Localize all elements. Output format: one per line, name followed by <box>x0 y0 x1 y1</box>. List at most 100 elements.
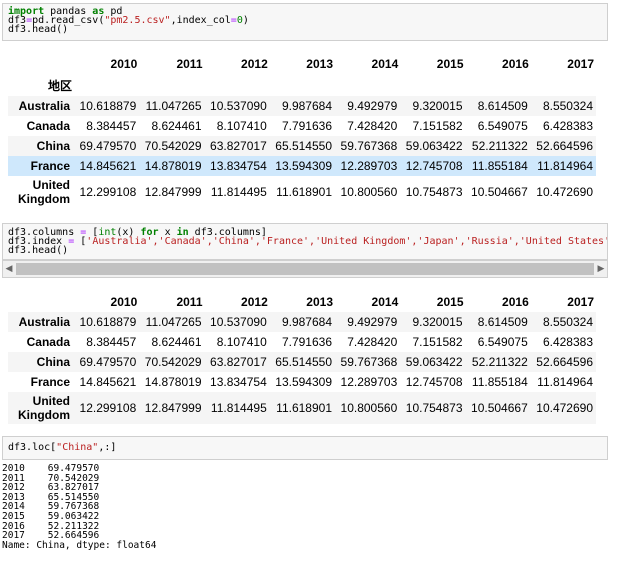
table-cell: 12.847999 <box>144 401 202 415</box>
code-token: ) <box>242 15 249 26</box>
row-index: China <box>36 139 70 153</box>
code-token: = <box>26 15 33 26</box>
table-cell: 52.664596 <box>536 355 593 369</box>
table-cell: 8.550324 <box>542 99 593 113</box>
table-cell: 13.834754 <box>210 159 267 173</box>
code-cell-3[interactable]: df3.loc["China",:] <box>2 436 608 460</box>
table-cell: 13.594309 <box>275 159 332 173</box>
code-editor-3[interactable]: df3.loc["China",:] <box>3 437 607 453</box>
code-token: = <box>80 227 87 238</box>
table-cell: 63.827017 <box>210 139 267 153</box>
table-cell: 10.800560 <box>340 401 398 415</box>
code-cell-1[interactable]: import pandas as pd df3=pd.read_csv("pm2… <box>2 3 608 41</box>
table-cell: 9.492979 <box>347 99 398 113</box>
output-line: 2012 63.827017 <box>2 482 100 494</box>
code-token: ,index_col <box>170 15 231 26</box>
column-header: 2017 <box>567 57 594 71</box>
column-header: 2014 <box>371 295 399 309</box>
table-row: United Kingdom 12.299108 12.847999 11.814… <box>8 176 596 208</box>
table-cell: 11.047265 <box>145 99 202 113</box>
table-cell: 12.299108 <box>79 401 137 415</box>
row-index: United Kingdom <box>8 176 74 208</box>
dataframe-table-1: 2010 2011 2012 2013 2014 2015 2016 2017 … <box>8 54 596 208</box>
code-token: df3.head() <box>8 24 69 35</box>
table-cell: 9.987684 <box>281 99 332 113</box>
table-row: Australia 10.618879 11.047265 10.537090 … <box>8 312 596 332</box>
column-header: 2013 <box>306 295 333 309</box>
table-cell: 14.845621 <box>79 375 137 389</box>
table-cell: 14.845621 <box>79 159 137 173</box>
output-footer: Name: China, dtype: float64 <box>2 539 157 551</box>
table-cell: 11.814964 <box>537 159 593 173</box>
scroll-right-icon[interactable]: ▶ <box>597 264 605 274</box>
code-token: int <box>98 227 117 238</box>
code-token: [ <box>74 236 87 247</box>
table-cell: 59.767368 <box>340 139 398 153</box>
table-cell: 12.745708 <box>405 375 463 389</box>
table-cell: 9.492979 <box>347 315 398 329</box>
code-token: df3 <box>8 15 27 26</box>
table-cell: 65.514550 <box>275 139 332 153</box>
table-cell: 8.107410 <box>216 119 267 133</box>
table-cell: 63.827017 <box>210 355 267 369</box>
column-header: 2010 <box>110 295 138 309</box>
output-line: 2016 52.211322 <box>2 520 100 532</box>
table-row: China 69.479570 70.542029 63.827017 65.5… <box>8 352 596 372</box>
table-row-highlighted: France 14.845621 14.878019 13.834754 13.… <box>8 156 596 176</box>
table-cell: 69.479570 <box>79 139 137 153</box>
table-cell: 12.847999 <box>144 185 202 199</box>
code-token: import <box>8 6 45 17</box>
row-index: Australia <box>18 99 70 113</box>
table-cell: 7.151582 <box>412 119 463 133</box>
table-cell: 52.664596 <box>536 139 593 153</box>
scrollbar-thumb[interactable] <box>16 263 594 275</box>
code-editor-2[interactable]: df3.columns = [int(x) for x in df3.colum… <box>3 224 607 256</box>
column-header: 2013 <box>306 57 333 71</box>
code-token: = <box>230 15 237 26</box>
table-cell: 69.479570 <box>79 355 137 369</box>
index-name-row: 地区 <box>8 74 596 96</box>
code-token: df3.loc[ <box>8 442 57 453</box>
horizontal-scrollbar[interactable]: ◀ ▶ <box>2 260 608 278</box>
row-index-line: United <box>32 178 70 192</box>
table-row: United Kingdom 12.299108 12.847999 11.814… <box>8 392 596 424</box>
table-cell: 10.618879 <box>79 99 137 113</box>
table-cell: 10.537090 <box>210 315 267 329</box>
table-cell: 11.814964 <box>537 375 593 389</box>
column-header: 2012 <box>241 57 268 71</box>
table-cell: 8.614509 <box>477 315 528 329</box>
table-cell: 12.289703 <box>340 375 398 389</box>
table-cell: 10.537090 <box>210 99 267 113</box>
column-header: 2011 <box>176 295 203 309</box>
table-cell: 8.550324 <box>542 315 593 329</box>
output-line: 2011 70.542029 <box>2 472 100 484</box>
table-cell: 52.211322 <box>471 139 528 153</box>
code-editor-1[interactable]: import pandas as pd df3=pd.read_csv("pm2… <box>3 4 607 35</box>
code-cell-2[interactable]: df3.columns = [int(x) for x in df3.colum… <box>2 223 608 260</box>
code-token: "pm2.5.csv" <box>104 15 171 26</box>
table-cell: 65.514550 <box>275 355 332 369</box>
row-index: United Kingdom <box>8 392 74 424</box>
table-cell: 14.878019 <box>144 159 202 173</box>
code-token: df3.index <box>8 236 69 247</box>
table-cell: 10.754873 <box>405 185 463 199</box>
code-token: as <box>92 6 105 17</box>
table-cell: 12.299108 <box>79 185 137 199</box>
table-cell: 9.987684 <box>281 315 332 329</box>
table-cell: 6.428383 <box>542 335 593 349</box>
table-cell: 7.151582 <box>412 335 463 349</box>
code-token: df3.columns <box>8 227 81 238</box>
column-header: 2017 <box>567 295 594 309</box>
table-cell: 8.624461 <box>151 335 202 349</box>
column-header: 2015 <box>436 57 464 71</box>
table-cell: 6.549075 <box>477 119 528 133</box>
table-cell: 70.542029 <box>144 139 202 153</box>
table-cell: 10.504667 <box>471 185 528 199</box>
code-token: df3.head() <box>8 245 69 256</box>
table-cell: 8.624461 <box>151 119 202 133</box>
table-cell: 70.542029 <box>144 355 202 369</box>
scroll-left-icon[interactable]: ◀ <box>5 264 13 274</box>
table-header-row: 2010 2011 2012 2013 2014 2015 2016 2017 <box>8 54 596 74</box>
table-cell: 12.289703 <box>340 159 398 173</box>
column-header: 2014 <box>371 57 399 71</box>
